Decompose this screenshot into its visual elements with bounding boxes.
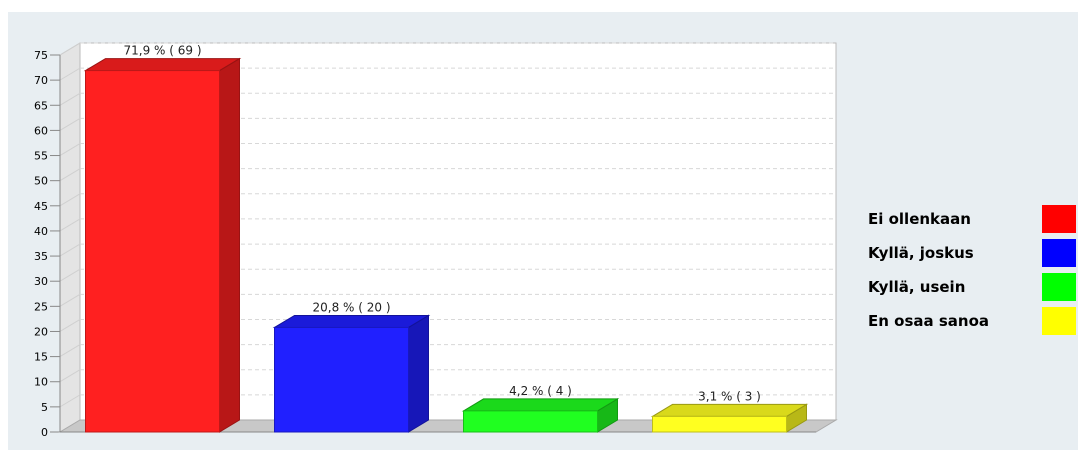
y-tick-label: 50 [34, 175, 48, 188]
gridline-side [59, 218, 81, 232]
legend-item: En osaa sanoa [868, 304, 1076, 338]
y-tick-label: 15 [34, 351, 48, 364]
bar [85, 70, 220, 433]
gridline-side [59, 92, 81, 106]
y-tick-label: 5 [41, 401, 48, 414]
legend-label: Ei ollenkaan [868, 210, 971, 228]
gridline-side [59, 344, 81, 358]
legend-item: Kyllä, joskus [868, 236, 1076, 270]
legend-swatch [1042, 205, 1076, 233]
legend-item: Kyllä, usein [868, 270, 1076, 304]
data-label: 71,9 % ( 69 ) [123, 44, 201, 58]
gridline-side [59, 117, 81, 131]
bar [463, 410, 598, 433]
legend-label: Kyllä, usein [868, 278, 966, 296]
y-tick-label: 0 [41, 426, 48, 439]
data-label: 3,1 % ( 3 ) [698, 389, 761, 403]
gridline-side [59, 67, 81, 81]
data-label: 4,2 % ( 4 ) [509, 384, 572, 398]
y-tick-label: 40 [34, 225, 48, 238]
plot-side-wall [59, 42, 81, 433]
bar [652, 415, 787, 433]
gridline-side [59, 293, 81, 307]
y-tick-label: 10 [34, 376, 48, 389]
gridline-side [59, 42, 81, 56]
gridline-side [59, 243, 81, 257]
y-tick-label: 30 [34, 275, 48, 288]
data-label: 20,8 % ( 20 ) [312, 300, 390, 314]
gridline-side [59, 394, 81, 408]
legend: Ei ollenkaan Kyllä, joskus Kyllä, usein … [868, 202, 1076, 338]
chart-panel: 0 5 10 15 20 25 30 35 40 45 50 55 60 65 70 75 71,9 % ( 6… [8, 12, 1078, 450]
y-tick-label: 75 [34, 49, 48, 62]
gridline-side [59, 369, 81, 383]
y-tick-label: 65 [34, 99, 48, 112]
legend-swatch [1042, 273, 1076, 301]
legend-item: Ei ollenkaan [868, 202, 1076, 236]
gridline-side [59, 193, 81, 207]
bar-top [650, 403, 809, 417]
gridline-side [59, 143, 81, 156]
y-tick-label: 45 [34, 200, 48, 213]
bar-side [219, 57, 240, 433]
y-tick-label: 20 [34, 325, 48, 338]
y-tick-label: 35 [34, 250, 48, 263]
gridline-side [59, 268, 81, 282]
legend-label: Kyllä, joskus [868, 244, 974, 262]
y-tick-label: 25 [34, 300, 48, 313]
bar-top [461, 398, 620, 412]
gridline-side [59, 168, 81, 182]
bar-side [408, 314, 429, 433]
bar-chart: 0 5 10 15 20 25 30 35 40 45 50 55 60 65 70 75 71,9 % ( 6… [34, 42, 838, 439]
bar-top [83, 58, 242, 72]
y-tick-label: 70 [34, 74, 48, 87]
bar [274, 326, 409, 433]
legend-label: En osaa sanoa [868, 312, 990, 330]
bar-top [272, 314, 431, 328]
legend-swatch [1042, 239, 1076, 267]
legend-swatch [1042, 307, 1076, 335]
y-tick-label: 55 [34, 150, 48, 163]
y-tick-label: 60 [34, 124, 48, 137]
gridline-side [59, 319, 81, 332]
